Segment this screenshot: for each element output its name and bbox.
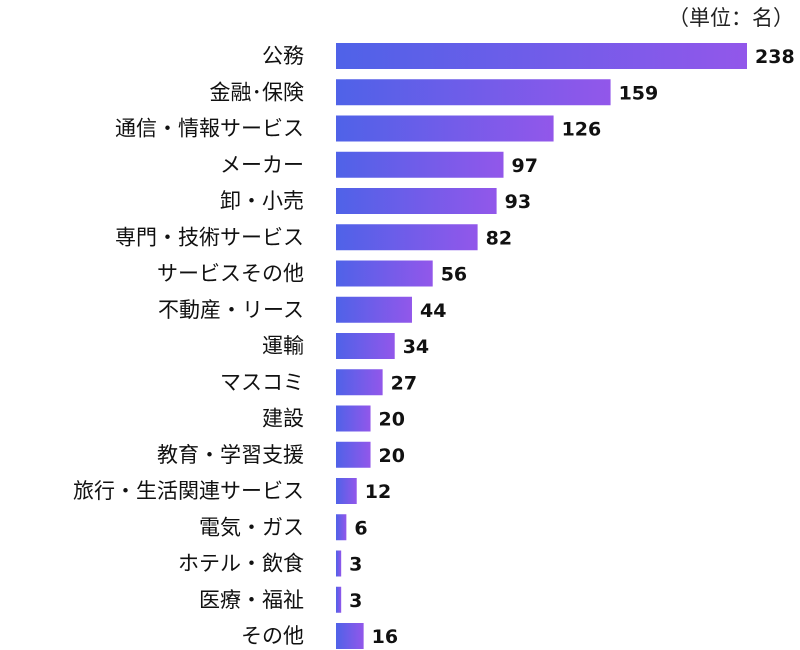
bar	[336, 260, 433, 287]
bar	[336, 333, 395, 359]
category-label: 不動産・リース	[158, 298, 304, 322]
value-label: 56	[441, 264, 467, 286]
bar	[336, 296, 412, 323]
bar	[336, 115, 554, 142]
category-label: 電気・ガス	[199, 515, 304, 539]
value-label: 12	[365, 481, 391, 503]
bar	[336, 550, 342, 577]
bar	[336, 441, 371, 468]
category-label: ホテル・飲食	[178, 552, 304, 576]
bar	[336, 514, 347, 541]
category-label: マスコミ	[220, 370, 304, 394]
category-label: 建設	[262, 407, 304, 431]
unit-note: （単位：名）	[668, 6, 794, 30]
value-label: 20	[379, 409, 405, 431]
category-label: 運輸	[262, 334, 304, 358]
category-label: 教育・学習支援	[157, 443, 304, 467]
bar	[336, 623, 364, 649]
category-label: 通信・情報サービス	[115, 117, 304, 141]
category-label: メーカー	[220, 153, 304, 177]
value-label: 34	[403, 336, 429, 358]
category-label: 公務	[262, 44, 304, 68]
bar	[336, 478, 357, 504]
category-label: 卸・小売	[220, 189, 304, 213]
bar	[336, 79, 611, 106]
value-label: 97	[512, 155, 538, 177]
category-label: 旅行・生活関連サービス	[73, 479, 304, 503]
value-label: 3	[349, 590, 362, 612]
value-label: 16	[372, 626, 398, 648]
bar	[336, 369, 383, 396]
value-label: 159	[619, 82, 659, 104]
value-label: 126	[562, 119, 602, 141]
value-label: 82	[486, 227, 512, 249]
value-label: 3	[349, 554, 362, 576]
bar	[336, 151, 504, 178]
bar	[336, 224, 478, 251]
bar	[336, 405, 371, 432]
category-label: 専門・技術サービス	[115, 225, 304, 249]
category-label: 金融･保険	[210, 80, 305, 104]
bar	[336, 188, 497, 214]
category-label: その他	[241, 624, 304, 648]
value-label: 93	[505, 191, 531, 213]
category-label: 医療・福祉	[199, 588, 304, 612]
bar	[336, 586, 342, 613]
value-label: 6	[354, 517, 367, 539]
bar	[336, 43, 747, 69]
value-label: 44	[420, 300, 446, 322]
category-label: サービスその他	[157, 262, 304, 286]
value-label: 238	[755, 46, 795, 68]
value-label: 20	[379, 445, 405, 467]
value-label: 27	[391, 372, 417, 394]
